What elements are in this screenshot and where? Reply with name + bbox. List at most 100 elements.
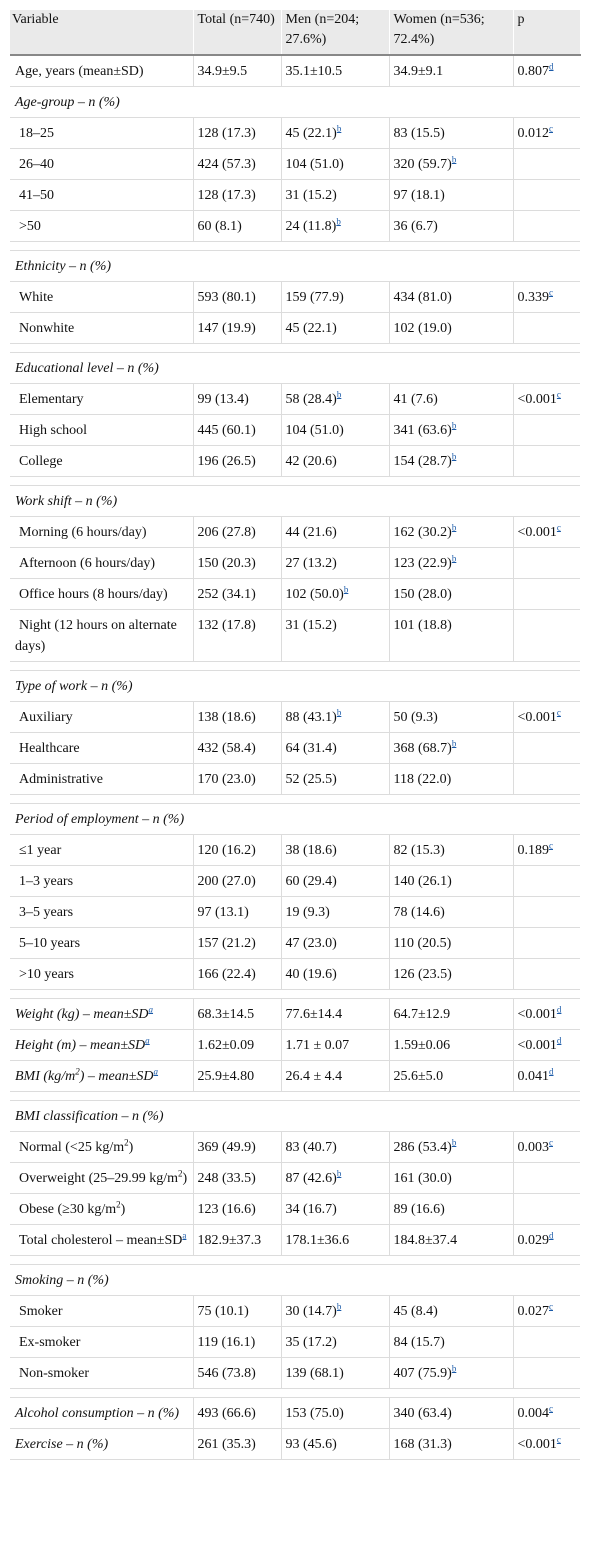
cell-women: 123 (22.9)b: [389, 547, 514, 579]
footnote-ref[interactable]: b: [452, 420, 457, 430]
cell-text: >10 years: [19, 967, 74, 982]
footnote-link[interactable]: d: [556, 1035, 562, 1046]
footnote-link[interactable]: b: [451, 1137, 457, 1148]
footnote-link[interactable]: c: [556, 389, 561, 400]
footnote-link[interactable]: d: [556, 1004, 562, 1015]
footnote-ref[interactable]: b: [452, 451, 457, 461]
footnote-ref[interactable]: c: [549, 840, 553, 850]
footnote-ref[interactable]: b: [452, 738, 457, 748]
footnote-ref[interactable]: c: [557, 707, 561, 717]
footnote-link[interactable]: c: [549, 840, 553, 851]
footnote-ref[interactable]: a: [145, 1035, 150, 1045]
cell-women: 102 (19.0): [389, 312, 514, 344]
section-label: Smoking – n (%): [10, 1264, 580, 1296]
footnote-ref[interactable]: c: [549, 1137, 553, 1147]
footnote-ref[interactable]: a: [154, 1066, 159, 1076]
footnote-ref[interactable]: b: [344, 584, 349, 594]
footnote-link[interactable]: b: [451, 738, 457, 749]
section-label: Educational level – n (%): [10, 352, 580, 384]
footnote-ref[interactable]: b: [452, 1137, 457, 1147]
footnote-link[interactable]: c: [549, 1301, 553, 1312]
cell-men: 52 (25.5): [281, 763, 390, 795]
footnote-ref[interactable]: c: [549, 1403, 553, 1413]
row-label: Height (m) – mean±SDa: [10, 1029, 194, 1061]
footnote-link[interactable]: b: [451, 154, 457, 165]
cell-text: Auxiliary: [19, 710, 73, 725]
footnote-ref[interactable]: b: [337, 1168, 342, 1178]
footnote-link[interactable]: a: [145, 1035, 150, 1046]
footnote-ref[interactable]: b: [452, 1363, 457, 1373]
cell-women: 84 (15.7): [389, 1326, 514, 1358]
footnote-ref[interactable]: c: [557, 522, 561, 532]
footnote-link[interactable]: b: [451, 420, 457, 431]
footnote-link[interactable]: c: [556, 707, 561, 718]
footnote-ref[interactable]: b: [452, 522, 457, 532]
cell-total: 166 (22.4): [193, 958, 282, 990]
footnote-ref[interactable]: c: [557, 389, 561, 399]
cell-men: 35.1±10.5: [281, 55, 390, 87]
footnote-ref[interactable]: b: [337, 707, 342, 717]
footnote-ref[interactable]: b: [337, 123, 342, 133]
footnote-ref[interactable]: d: [549, 61, 554, 71]
cell-text: 52 (25.5): [285, 772, 337, 787]
footnote-link[interactable]: b: [336, 216, 341, 227]
cell-men: 44 (21.6): [281, 516, 390, 548]
cell-text: BMI classification – n (%): [15, 1109, 164, 1124]
footnote-ref[interactable]: c: [549, 1301, 553, 1311]
cell-text: 445 (60.1): [197, 423, 256, 438]
footnote-link[interactable]: b: [451, 1363, 457, 1374]
cell-text: 184.8±37.4: [393, 1233, 458, 1248]
footnote-link[interactable]: a: [153, 1066, 159, 1077]
footnote-ref[interactable]: b: [337, 1301, 342, 1311]
footnote-ref[interactable]: d: [557, 1004, 562, 1014]
footnote-link[interactable]: c: [549, 287, 553, 298]
footnote-ref[interactable]: c: [549, 123, 553, 133]
footnote-ref[interactable]: d: [549, 1230, 554, 1240]
footnote-link[interactable]: b: [336, 707, 342, 718]
footnote-link[interactable]: b: [336, 389, 342, 400]
cell-text: 424 (57.3): [197, 157, 256, 172]
cell-total: 369 (49.9): [193, 1131, 282, 1163]
footnote-ref[interactable]: b: [452, 553, 457, 563]
footnote-link[interactable]: d: [549, 1230, 554, 1241]
row-label: >10 years: [10, 958, 194, 990]
footnote-link[interactable]: b: [451, 451, 457, 462]
table-row: Elementary 99 (13.4) 58 (28.4)b 41 (7.6) <0.…: [10, 383, 580, 415]
footnote-link[interactable]: b: [343, 584, 349, 595]
cell-total: 261 (35.3): [193, 1428, 282, 1460]
footnote-ref[interactable]: c: [549, 287, 553, 297]
row-label: >50: [10, 210, 194, 242]
footnote-link[interactable]: d: [549, 1066, 554, 1077]
footnote-link[interactable]: b: [336, 1168, 342, 1179]
spacer-row: [10, 661, 580, 671]
footnote-ref[interactable]: b: [336, 216, 341, 226]
footnote-ref[interactable]: b: [337, 389, 342, 399]
footnote-link[interactable]: a: [148, 1004, 154, 1015]
footnote-link[interactable]: d: [549, 61, 554, 72]
cell-p: 0.189c: [513, 834, 580, 866]
footnote-ref[interactable]: b: [452, 154, 457, 164]
footnote-link[interactable]: c: [556, 522, 561, 533]
footnote-link[interactable]: b: [451, 522, 457, 533]
footnote-link[interactable]: c: [556, 1434, 561, 1445]
footnote-link[interactable]: c: [549, 1137, 553, 1148]
section-row: Work shift – n (%): [10, 485, 580, 517]
footnote-link[interactable]: b: [336, 1301, 342, 1312]
footnote-link[interactable]: b: [336, 123, 342, 134]
footnote-ref[interactable]: d: [549, 1066, 554, 1076]
cell-p: [513, 865, 580, 897]
footnote-link[interactable]: b: [451, 553, 457, 564]
footnote-link[interactable]: c: [549, 1403, 553, 1414]
footnote-ref[interactable]: a: [149, 1004, 154, 1014]
footnote-link[interactable]: a: [182, 1230, 187, 1241]
footnote-ref[interactable]: a: [182, 1230, 186, 1240]
cell-text: Ethnicity – n (%): [15, 259, 112, 274]
footnote-link[interactable]: c: [549, 123, 553, 134]
footnote-ref[interactable]: d: [557, 1035, 562, 1045]
cell-p: [513, 732, 580, 764]
cell-text: 340 (63.4): [393, 1406, 452, 1421]
footnote-ref[interactable]: c: [557, 1434, 561, 1444]
cell-text: 84 (15.7): [393, 1335, 445, 1350]
cell-text: 1.71 ± 0.07: [285, 1038, 350, 1053]
cell-text: 162 (30.2): [393, 525, 452, 540]
